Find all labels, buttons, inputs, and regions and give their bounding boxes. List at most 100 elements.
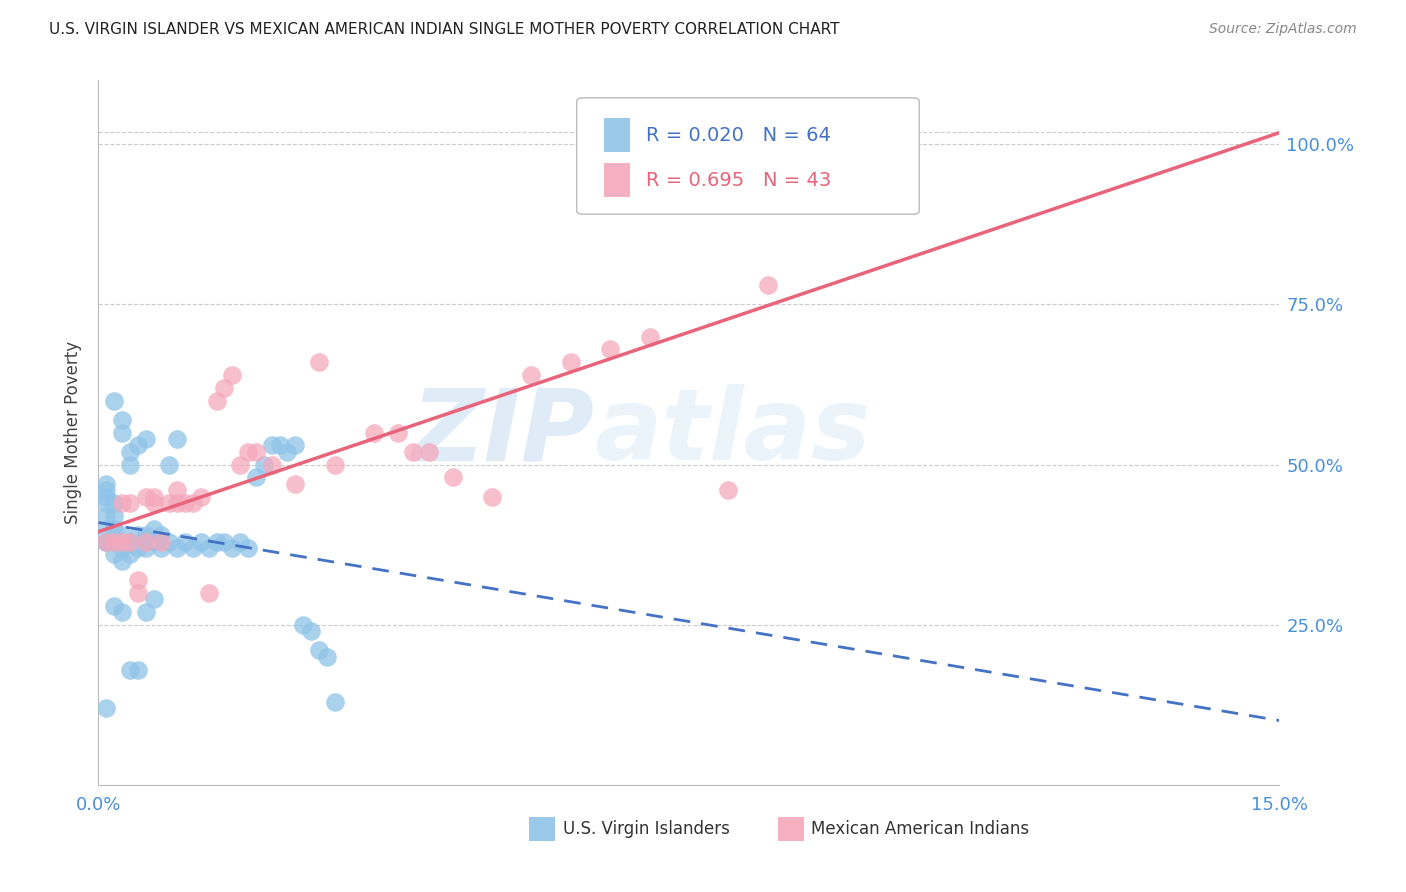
Point — [236, 541, 259, 555]
Point — [197, 541, 219, 555]
Point — [96, 490, 118, 504]
Text: R = 0.020   N = 64: R = 0.020 N = 64 — [647, 126, 831, 145]
Point — [118, 547, 141, 561]
Point — [142, 592, 165, 607]
Point — [245, 470, 267, 484]
Point — [111, 554, 134, 568]
Point — [103, 534, 125, 549]
Point — [205, 393, 228, 408]
FancyBboxPatch shape — [605, 163, 630, 197]
Point — [127, 438, 149, 452]
Point — [174, 496, 197, 510]
Y-axis label: Single Mother Poverty: Single Mother Poverty — [63, 341, 82, 524]
Point — [260, 458, 283, 472]
Point — [221, 368, 243, 382]
Point — [103, 522, 125, 536]
Point — [214, 534, 236, 549]
Point — [245, 445, 267, 459]
Point — [127, 586, 149, 600]
Point — [96, 534, 118, 549]
Point — [103, 599, 125, 613]
Point — [111, 413, 134, 427]
Point — [205, 534, 228, 549]
Point — [118, 496, 141, 510]
Point — [236, 445, 259, 459]
Point — [142, 496, 165, 510]
Point — [197, 586, 219, 600]
Point — [276, 445, 298, 459]
Point — [292, 617, 315, 632]
Point — [127, 573, 149, 587]
Point — [135, 528, 157, 542]
Point — [142, 534, 165, 549]
Point — [284, 476, 307, 491]
FancyBboxPatch shape — [530, 817, 555, 841]
Point — [96, 476, 118, 491]
Point — [96, 701, 118, 715]
Point — [118, 534, 141, 549]
Point — [166, 541, 188, 555]
Point — [96, 522, 118, 536]
Point — [103, 393, 125, 408]
Point — [308, 355, 330, 369]
Point — [127, 663, 149, 677]
Point — [181, 541, 204, 555]
Point — [96, 483, 118, 498]
Point — [166, 496, 188, 510]
FancyBboxPatch shape — [605, 119, 630, 153]
Point — [260, 438, 283, 452]
Point — [111, 541, 134, 555]
Point — [418, 445, 440, 459]
Point — [323, 695, 346, 709]
Text: Mexican American Indians: Mexican American Indians — [811, 820, 1029, 838]
Point — [103, 496, 125, 510]
Point — [481, 490, 503, 504]
Point — [135, 490, 157, 504]
Point — [150, 541, 173, 555]
Point — [111, 534, 134, 549]
Point — [560, 355, 582, 369]
Point — [638, 329, 661, 343]
Text: Source: ZipAtlas.com: Source: ZipAtlas.com — [1209, 22, 1357, 37]
Point — [96, 496, 118, 510]
Point — [142, 522, 165, 536]
Point — [96, 534, 118, 549]
Point — [118, 534, 141, 549]
Point — [221, 541, 243, 555]
Point — [118, 458, 141, 472]
Point — [214, 381, 236, 395]
Text: U.S. VIRGIN ISLANDER VS MEXICAN AMERICAN INDIAN SINGLE MOTHER POVERTY CORRELATIO: U.S. VIRGIN ISLANDER VS MEXICAN AMERICAN… — [49, 22, 839, 37]
Point — [150, 528, 173, 542]
Point — [387, 425, 409, 440]
Point — [135, 432, 157, 446]
Point — [253, 458, 276, 472]
Point — [127, 528, 149, 542]
Text: atlas: atlas — [595, 384, 870, 481]
Point — [402, 445, 425, 459]
Point — [299, 624, 322, 639]
Text: U.S. Virgin Islanders: U.S. Virgin Islanders — [562, 820, 730, 838]
Point — [127, 541, 149, 555]
Point — [269, 438, 291, 452]
Point — [229, 458, 252, 472]
Point — [166, 432, 188, 446]
FancyBboxPatch shape — [576, 98, 920, 214]
Point — [111, 425, 134, 440]
Point — [142, 490, 165, 504]
Point — [118, 663, 141, 677]
Point — [103, 534, 125, 549]
Point — [284, 438, 307, 452]
Text: R = 0.695   N = 43: R = 0.695 N = 43 — [647, 171, 832, 190]
Point — [111, 528, 134, 542]
Point — [118, 445, 141, 459]
Point — [103, 508, 125, 523]
Point — [157, 496, 180, 510]
Point — [150, 534, 173, 549]
Point — [520, 368, 543, 382]
Point — [174, 534, 197, 549]
Point — [875, 124, 897, 138]
Point — [111, 496, 134, 510]
Point — [363, 425, 385, 440]
Point — [190, 534, 212, 549]
Point — [315, 649, 337, 664]
